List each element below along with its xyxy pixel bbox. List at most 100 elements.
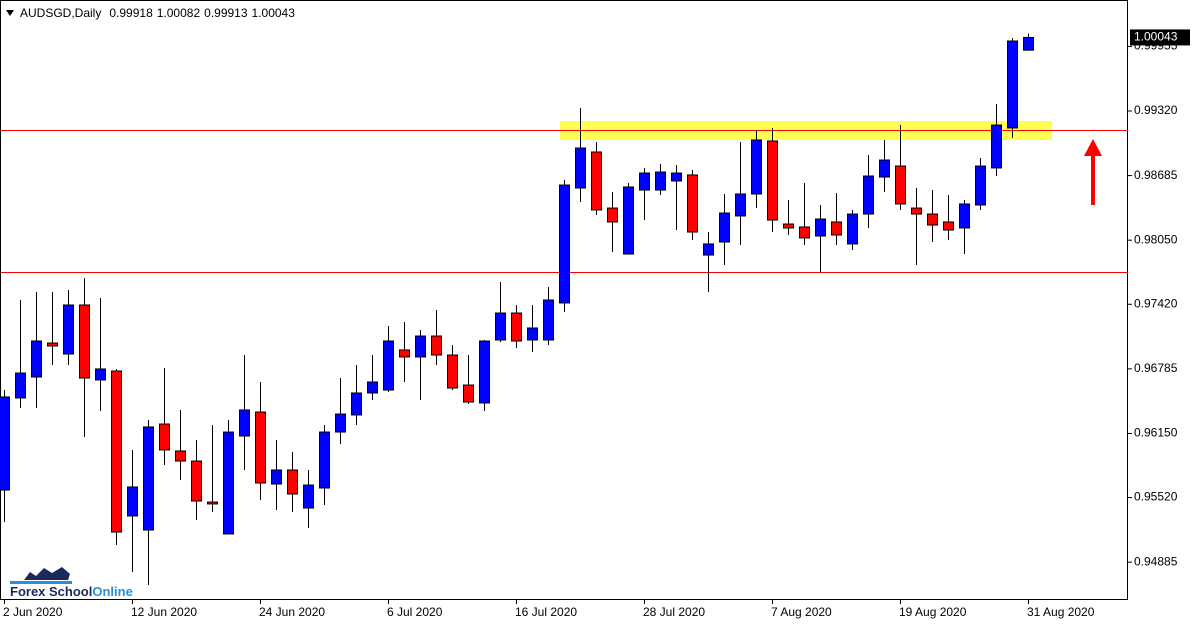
candle-body bbox=[927, 213, 938, 226]
x-tick-label: 28 Jul 2020 bbox=[643, 605, 705, 619]
candle-body bbox=[15, 372, 26, 399]
candle-body bbox=[863, 175, 874, 215]
candle-body bbox=[207, 501, 218, 505]
candle-body bbox=[239, 409, 250, 437]
candle-body bbox=[735, 193, 746, 217]
candle-body bbox=[287, 469, 298, 495]
candle-body bbox=[831, 221, 842, 236]
candle-body bbox=[223, 431, 234, 535]
candle-body bbox=[31, 340, 42, 378]
y-tick-label: 0.99320 bbox=[1134, 103, 1178, 117]
candle-body bbox=[895, 165, 906, 205]
candle-body bbox=[383, 340, 394, 391]
logo-text1: Forex School bbox=[10, 584, 92, 599]
candle-body bbox=[799, 226, 810, 239]
candle-body bbox=[255, 411, 266, 484]
candle-body bbox=[911, 207, 922, 215]
x-tick-label: 6 Jul 2020 bbox=[387, 605, 443, 619]
candle-body bbox=[191, 460, 202, 502]
candle-body bbox=[719, 212, 730, 243]
candle-body bbox=[783, 223, 794, 229]
candle-body bbox=[335, 413, 346, 433]
candle-body bbox=[943, 221, 954, 231]
x-tick-label: 31 Aug 2020 bbox=[1027, 605, 1095, 619]
y-tick-label: 0.95520 bbox=[1134, 490, 1178, 504]
candle-body bbox=[543, 299, 554, 341]
candle-body bbox=[847, 213, 858, 245]
candle-body bbox=[319, 431, 330, 489]
candle-body bbox=[639, 172, 650, 191]
candle-body bbox=[271, 469, 282, 485]
logo-text2: Online bbox=[92, 584, 132, 599]
candle-body bbox=[0, 396, 10, 491]
candle-body bbox=[303, 484, 314, 509]
y-tick-label: 0.96150 bbox=[1134, 426, 1178, 440]
logo-text: Forex SchoolOnline bbox=[10, 584, 133, 599]
x-tick-label: 12 Jun 2020 bbox=[131, 605, 197, 619]
ohlc-open: 0.99918 bbox=[109, 6, 153, 20]
y-tick-label: 0.96785 bbox=[1134, 361, 1178, 375]
candle-body bbox=[63, 304, 74, 355]
candle-body bbox=[79, 304, 90, 379]
x-tick-label: 7 Aug 2020 bbox=[771, 605, 832, 619]
candle-body bbox=[479, 340, 490, 404]
axis-layer: 0.94885 0.95520 0.96150 0.96785 0.97420 0.980… bbox=[3, 39, 1178, 620]
price-label: 1.00043 bbox=[1134, 30, 1178, 44]
candle-body bbox=[463, 384, 474, 403]
ohlc-low: 0.99913 bbox=[204, 6, 248, 20]
candle-body bbox=[47, 342, 58, 347]
candle-body bbox=[175, 450, 186, 462]
candle-body bbox=[975, 165, 986, 206]
candle-layer bbox=[0, 33, 1034, 586]
candle-body bbox=[623, 186, 634, 255]
candle-body bbox=[447, 354, 458, 389]
candle-body bbox=[815, 218, 826, 237]
candle-body bbox=[511, 312, 522, 342]
y-tick-label: 0.94885 bbox=[1134, 554, 1178, 568]
candle-body bbox=[143, 426, 154, 531]
candle-body bbox=[655, 171, 666, 191]
candle-body bbox=[959, 203, 970, 229]
candle-body bbox=[351, 392, 362, 416]
chart-header: AUDSGD,Daily 0.99918 1.00082 0.99913 1.00043 bbox=[20, 6, 295, 20]
candle-body bbox=[767, 140, 778, 221]
x-tick-label: 24 Jun 2020 bbox=[259, 605, 325, 619]
candle-body bbox=[111, 370, 122, 533]
arrow-head bbox=[1084, 139, 1102, 156]
candle-body bbox=[879, 159, 890, 178]
candle-body bbox=[415, 335, 426, 358]
candle-body bbox=[159, 423, 170, 451]
candle-body bbox=[607, 207, 618, 223]
candle-body bbox=[559, 184, 570, 304]
x-tick-label: 19 Aug 2020 bbox=[899, 605, 967, 619]
candle-body bbox=[399, 349, 410, 358]
candle-body bbox=[431, 335, 442, 356]
candle-body bbox=[991, 124, 1002, 169]
logo-icon bbox=[24, 567, 70, 580]
y-tick-label: 0.97420 bbox=[1134, 296, 1178, 310]
candle-body bbox=[591, 151, 602, 211]
label-layer: 1.00043 bbox=[1130, 29, 1190, 46]
symbol: AUDSGD,Daily bbox=[20, 6, 101, 20]
candle-body bbox=[495, 312, 506, 341]
candle-body bbox=[95, 368, 106, 381]
ohlc-high: 1.00082 bbox=[157, 6, 201, 20]
candle-body bbox=[527, 327, 538, 341]
candle-body bbox=[671, 172, 682, 182]
candle-body bbox=[127, 486, 138, 517]
candle-body bbox=[751, 139, 762, 195]
candle-body bbox=[367, 381, 378, 394]
menu-triangle bbox=[6, 10, 14, 16]
candle-body bbox=[1023, 36, 1034, 51]
candle-body bbox=[1007, 40, 1018, 129]
logo-bar bbox=[10, 581, 72, 584]
y-tick-label: 0.98050 bbox=[1134, 232, 1178, 246]
x-tick-label: 2 Jun 2020 bbox=[3, 605, 63, 619]
price-label-box bbox=[1130, 29, 1190, 46]
candle-body bbox=[575, 147, 586, 189]
candle-body bbox=[687, 174, 698, 233]
candle-body bbox=[703, 243, 714, 256]
arrow bbox=[1084, 139, 1102, 205]
y-tick-label: 0.98685 bbox=[1134, 168, 1178, 182]
